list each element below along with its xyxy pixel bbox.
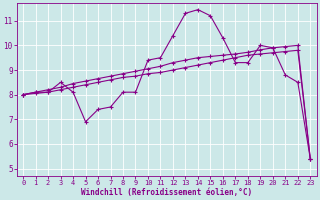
X-axis label: Windchill (Refroidissement éolien,°C): Windchill (Refroidissement éolien,°C) <box>81 188 252 197</box>
